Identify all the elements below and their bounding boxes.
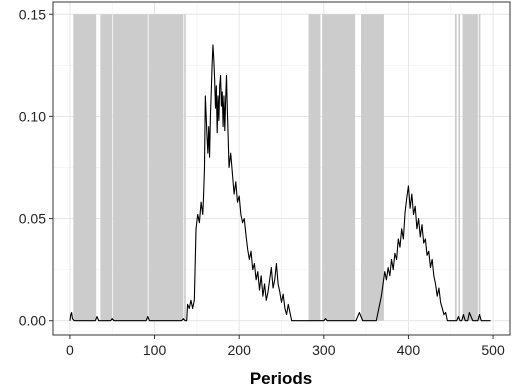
x-axis-title: Periods [250, 369, 312, 388]
shaded-regions [73, 14, 481, 321]
y-tick-label: 0.05 [19, 211, 46, 227]
shaded-region [184, 14, 186, 321]
plot-panel-border [52, 1, 511, 336]
shaded-region [478, 14, 481, 321]
x-tick-label: 200 [228, 342, 252, 358]
shaded-region [454, 14, 457, 321]
shaded-region [361, 14, 384, 321]
shaded-region [462, 14, 478, 321]
x-tick-label: 0 [66, 342, 74, 358]
shaded-region [113, 14, 148, 321]
x-tick-label: 400 [397, 342, 421, 358]
x-tick-label: 300 [312, 342, 336, 358]
shaded-region [73, 14, 97, 321]
shaded-region [458, 14, 461, 321]
x-tick-label: 100 [143, 342, 167, 358]
series-line [69, 44, 491, 322]
shaded-region [100, 14, 113, 321]
x-axis: 0 100 200 300 400 500 [66, 335, 505, 358]
series-lines [69, 44, 491, 322]
x-tick-label: 500 [481, 342, 505, 358]
y-axis: 0.00 0.05 0.10 0.15 [19, 6, 53, 329]
y-tick-label: 0.15 [19, 6, 46, 22]
y-tick-label: 0.10 [19, 108, 46, 124]
y-tick-label: 0.00 [19, 313, 46, 329]
shaded-region [148, 14, 184, 321]
shaded-region [322, 14, 356, 321]
shaded-region [308, 14, 321, 321]
